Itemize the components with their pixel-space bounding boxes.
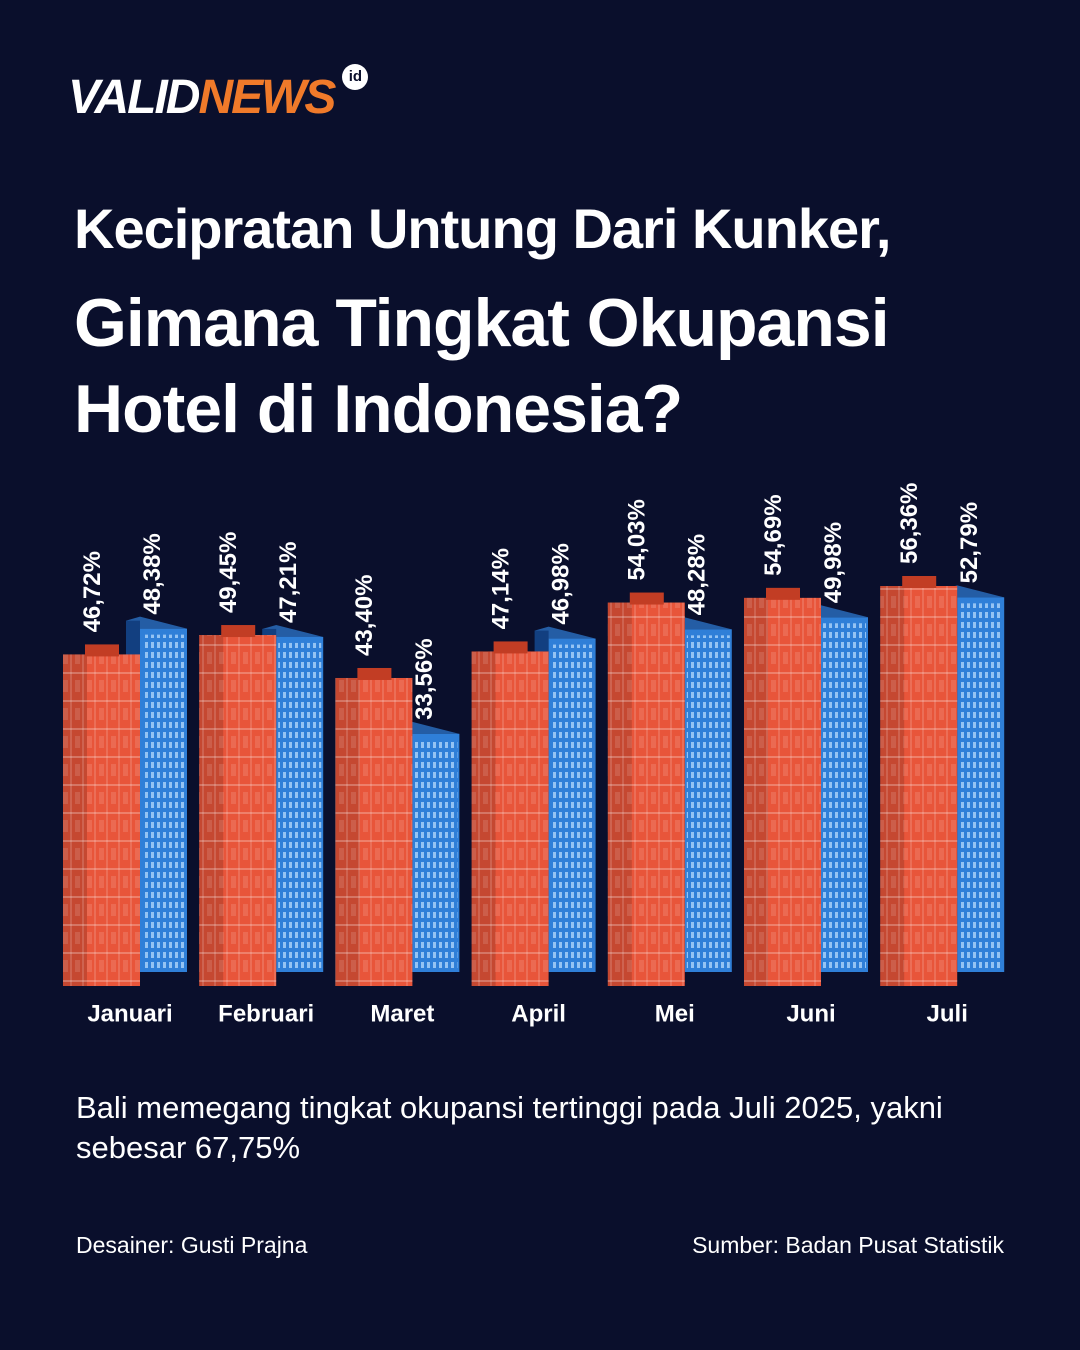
window-pattern bbox=[63, 654, 140, 986]
window-pattern bbox=[959, 603, 1003, 970]
x-tick-label: Januari bbox=[87, 1000, 172, 1027]
data-label: 47,14% bbox=[487, 548, 514, 629]
window-pattern bbox=[607, 602, 685, 986]
data-label: 43,40% bbox=[351, 575, 378, 656]
bar-roof bbox=[221, 625, 256, 638]
bar-roof bbox=[629, 592, 664, 605]
chart-title: Kecipratan Untung Dari Kunker, bbox=[74, 197, 891, 260]
x-tick-label: Juli bbox=[927, 1000, 968, 1027]
bar-roof bbox=[807, 605, 868, 618]
logo-text: NEWS bbox=[198, 71, 336, 124]
data-label: 47,21% bbox=[275, 542, 302, 623]
window-pattern bbox=[278, 642, 322, 970]
data-label: 33,56% bbox=[411, 638, 438, 719]
window-pattern bbox=[199, 635, 277, 986]
x-tick-label: Mei bbox=[655, 1000, 695, 1027]
window-pattern bbox=[142, 634, 185, 970]
data-label: 46,72% bbox=[79, 551, 106, 632]
x-tick-label: Februari bbox=[218, 1000, 314, 1027]
chart-subtitle: Gimana Tingkat Okupansi Hotel di Indones… bbox=[74, 285, 890, 447]
window-pattern bbox=[686, 635, 730, 970]
designer-credit: Desainer: Gusti Prajna bbox=[76, 1232, 308, 1258]
bar-roof bbox=[357, 667, 392, 680]
data-label: 54,69% bbox=[760, 494, 787, 575]
logo: VALIDNEWS id bbox=[68, 64, 369, 125]
data-label: 48,28% bbox=[684, 534, 711, 615]
x-tick-label: April bbox=[511, 1000, 566, 1027]
data-label: 49,45% bbox=[215, 532, 242, 613]
window-pattern bbox=[471, 651, 549, 986]
bar-roof bbox=[534, 626, 596, 639]
window-pattern bbox=[880, 586, 958, 986]
chart: Januari 48,38% 46,72% Februari 47,21% 49,45% M… bbox=[63, 483, 1005, 1027]
bar-roof bbox=[493, 641, 528, 654]
window-pattern bbox=[550, 644, 594, 970]
data-label: 56,36% bbox=[896, 483, 923, 564]
window-pattern bbox=[414, 739, 458, 970]
bar-roof bbox=[670, 617, 732, 630]
data-label: 52,79% bbox=[956, 502, 983, 583]
data-label: 46,98% bbox=[547, 543, 574, 624]
x-tick-label: Juni bbox=[786, 1000, 835, 1027]
window-pattern bbox=[335, 677, 413, 986]
window-pattern bbox=[823, 623, 866, 970]
logo-text: VALID bbox=[68, 71, 200, 124]
source-credit: Sumber: Badan Pusat Statistik bbox=[692, 1232, 1004, 1258]
bar-roof bbox=[85, 644, 119, 657]
bar-roof bbox=[126, 616, 187, 629]
bar-roof bbox=[766, 587, 800, 600]
window-pattern bbox=[744, 597, 821, 986]
annotation: Bali memegang tingkat okupansi tertinggi… bbox=[76, 1090, 943, 1165]
data-label: 48,38% bbox=[139, 533, 166, 614]
bar-roof bbox=[398, 721, 460, 734]
bar-roof bbox=[943, 585, 1005, 598]
logo-badge: id bbox=[342, 64, 369, 90]
data-label: 49,98% bbox=[820, 522, 847, 603]
bar-roof bbox=[262, 624, 324, 637]
bar-roof bbox=[902, 576, 937, 588]
data-label: 54,03% bbox=[624, 499, 651, 580]
x-tick-label: Maret bbox=[370, 1000, 434, 1027]
